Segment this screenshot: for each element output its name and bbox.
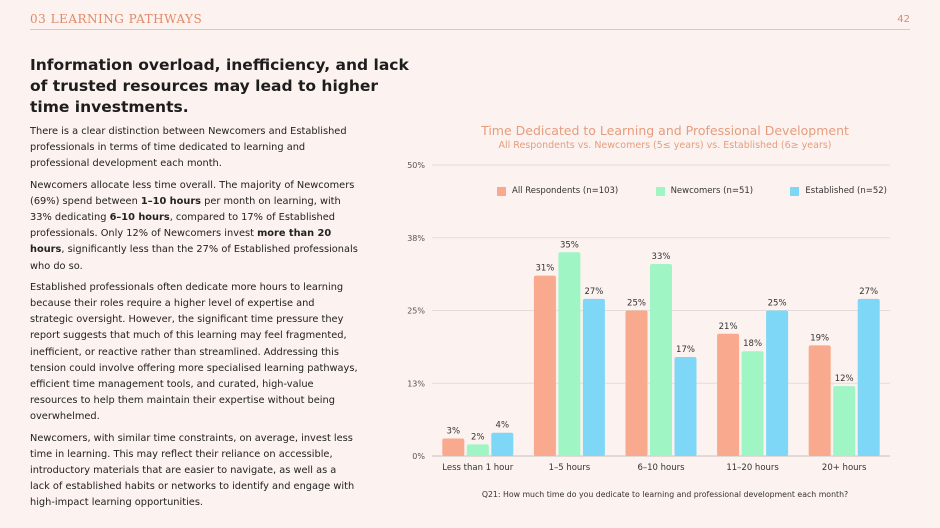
paragraph-2: Newcomers allocate less time overall. Th… [30,178,358,275]
bar [533,275,556,456]
bar [466,444,489,456]
page-headline: Information overload, inefficiency, and … [30,56,409,116]
bar [582,298,605,456]
survey-question-footnote: Q21: How much time do you dedicate to le… [481,490,849,499]
body-text: There is a clear distinction between New… [30,124,358,517]
paragraph-3: Established professionals often dedicate… [30,281,358,423]
chart-title: Time Dedicated to Learning and Professio… [481,123,849,138]
data-label: 27% [584,287,603,297]
bar [766,310,789,456]
highlight-more-than-20-hours: more than 20 hours [30,228,332,256]
legend-label-established: Established (n=52) [805,186,887,196]
paragraph-2-text: , compared to 17% of Established profess… [30,212,335,240]
highlight-6-10-hours: 6–10 hours [109,212,170,224]
page-number: 42 [897,14,910,25]
data-label: 18% [743,339,762,349]
bar [442,438,465,456]
legend-item-newcomers: Newcomers (n=51) [655,186,754,196]
paragraph-2-text: , significantly less than the 27% of Est… [30,244,358,272]
highlight-1-10-hours: 1–10 hours [140,195,202,207]
data-label: 4% [496,421,510,431]
y-tick-label: 50% [407,161,425,170]
section-title: 03 LEARNING PATHWAYS [30,12,203,26]
header-divider [30,29,910,30]
x-tick-label: 6–10 hours [637,463,685,473]
data-label: 25% [768,299,787,309]
data-label: 12% [835,374,854,384]
legend-swatch-all [497,186,506,196]
data-label: 25% [627,299,646,309]
x-tick-label: 20+ hours [822,463,867,473]
data-label: 31% [535,264,554,274]
paragraph-1: There is a clear distinction between New… [30,126,347,170]
data-label: 2% [471,432,485,442]
chart-legend: All Respondents (n=103) Newcomers (n=51)… [497,186,887,196]
bar [808,345,831,456]
y-tick-label: 25% [407,307,425,316]
legend-item-established: Established (n=52) [790,186,887,196]
y-tick-label: 13% [407,379,425,388]
x-tick-label: 1–5 hours [549,463,591,473]
data-label: 27% [859,287,878,297]
bar [491,432,514,456]
legend-label-newcomers: Newcomers (n=51) [670,186,754,196]
bar [558,252,581,456]
bar [674,357,697,456]
y-tick-label: 0% [412,452,425,461]
data-label: 3% [447,427,461,437]
legend-label-all: All Respondents (n=103) [512,186,619,196]
y-tick-label: 38% [407,234,425,243]
bar [717,333,740,456]
data-label: 33% [652,252,671,262]
paragraph-2-text: Newcomers allocate less time overall. Th… [30,179,355,207]
legend-item-all: All Respondents (n=103) [497,186,618,196]
legend-swatch-established [790,186,800,196]
bar [741,351,764,456]
bar [650,263,672,456]
chart-subtitle: All Respondents vs. Newcomers (5≤ years)… [498,140,832,151]
data-label: 17% [676,345,695,355]
data-label: 35% [560,240,579,250]
bar [857,298,880,456]
x-tick-label: 11–20 hours [726,463,779,473]
paragraph-2-text: per month on learning, with 33% dedicati… [30,195,341,224]
bar [833,386,856,456]
legend-swatch-newcomers [655,186,665,196]
bar [625,310,648,456]
data-label: 19% [810,333,829,343]
data-label: 21% [719,322,738,332]
x-tick-label: Less than 1 hour [442,463,513,473]
paragraph-4: Newcomers, with similar time constraints… [30,432,355,509]
